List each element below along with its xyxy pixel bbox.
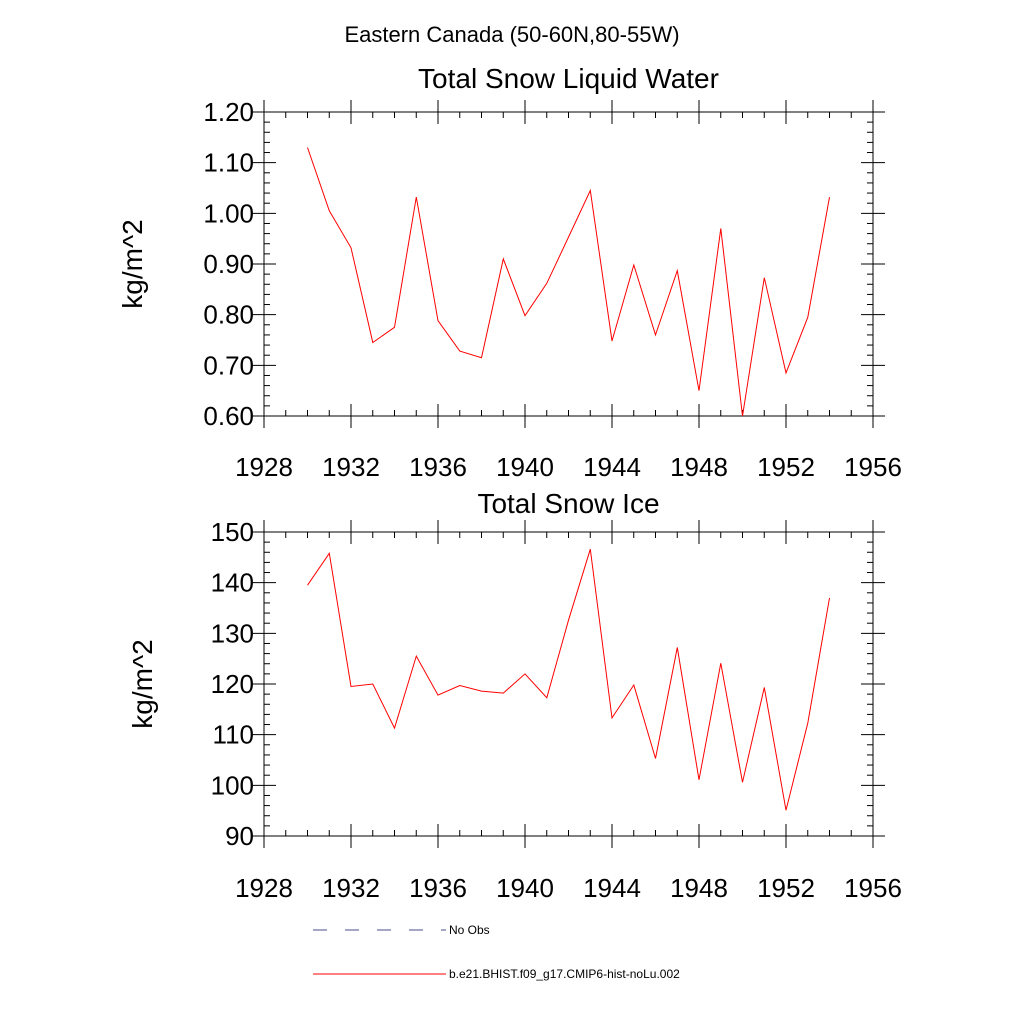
x-tick-label: 1936 [409,873,467,903]
x-tick-label: 1928 [235,452,293,482]
y-tick-label: 1.00 [203,198,254,228]
y-tick-label: 0.70 [203,350,254,380]
panel-snow-liquid-water: Total Snow Liquid Water kg/m^2 1928 1932 193… [117,63,902,482]
y-tick-label: 150 [211,517,254,547]
series-line [307,147,830,417]
y-tick-label: 0.90 [203,249,254,279]
x-tick-label: 1952 [757,452,815,482]
y-tick-label: 140 [211,568,254,598]
panel-title: Total Snow Liquid Water [418,63,719,94]
plot-frame [263,111,874,417]
y-tick-label: 1.20 [203,97,254,127]
x-tick-label: 1956 [844,452,902,482]
x-tick-label: 1940 [496,873,554,903]
x-tick-label: 1956 [844,873,902,903]
y-tick-label: 120 [211,669,254,699]
x-tick-label: 1948 [670,873,728,903]
y-tick-label: 1.10 [203,148,254,178]
y-axis-label: kg/m^2 [117,219,148,308]
plot-frame [263,531,874,837]
y-axis-label: kg/m^2 [127,639,158,728]
y-tick-label: 0.60 [203,401,254,431]
x-tick-label: 1936 [409,452,467,482]
legend: No Obs b.e21.BHIST.f09_g17.CMIP6-hist-no… [313,923,680,981]
x-tick-label: 1932 [322,452,380,482]
x-tick-label: 1928 [235,873,293,903]
panel-title: Total Snow Ice [477,488,659,519]
figure-title: Eastern Canada (50-60N,80-55W) [344,22,679,47]
y-tick-label: 90 [225,821,254,851]
legend-item-no-obs: No Obs [313,923,490,937]
y-tick-label: 100 [211,770,254,800]
y-tick-label: 0.80 [203,300,254,330]
x-tick-label: 1948 [670,452,728,482]
panel-snow-ice: Total Snow Ice kg/m^2 1928 1932 1936 1940 1944… [127,488,902,903]
x-tick-label: 1944 [583,873,641,903]
x-tick-label: 1940 [496,452,554,482]
series-line [307,549,830,811]
legend-label-model: b.e21.BHIST.f09_g17.CMIP6-hist-noLu.002 [449,967,680,981]
legend-item-model: b.e21.BHIST.f09_g17.CMIP6-hist-noLu.002 [313,967,680,981]
legend-label-no-obs: No Obs [449,923,490,937]
y-tick-label: 130 [211,618,254,648]
x-tick-label: 1944 [583,452,641,482]
x-tick-label: 1952 [757,873,815,903]
y-tick-label: 110 [213,720,254,750]
x-tick-label: 1932 [322,873,380,903]
